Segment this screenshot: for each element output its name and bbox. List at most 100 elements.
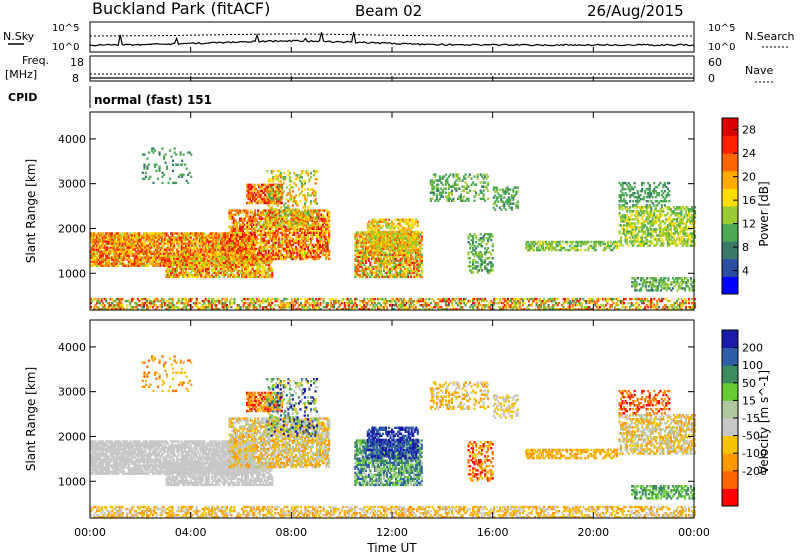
power-cell <box>213 269 216 273</box>
power-cell <box>294 200 297 203</box>
power-cell <box>167 255 170 258</box>
power-cell <box>177 271 180 275</box>
power-cell <box>102 258 105 261</box>
power-cell <box>138 260 141 263</box>
power-cell <box>167 259 170 262</box>
power-cell <box>300 190 303 193</box>
station-title: Buckland Park (fitACF) <box>92 0 270 18</box>
power-cell <box>142 246 145 249</box>
power-cell <box>168 255 171 258</box>
power-cell <box>242 253 245 256</box>
power-cell <box>215 273 218 277</box>
power-cell <box>180 271 183 275</box>
power-cell <box>381 224 384 228</box>
power-cell <box>213 265 216 269</box>
power-cell <box>124 250 127 253</box>
power-cell <box>97 242 100 245</box>
power-cell <box>114 242 117 245</box>
power-cell <box>186 232 189 235</box>
power-cell <box>183 257 186 260</box>
power-cell <box>210 240 213 243</box>
power-cell <box>174 257 177 260</box>
power-cell <box>197 250 200 253</box>
power-cell <box>164 256 167 259</box>
power-cell <box>174 255 177 258</box>
power-cell <box>203 258 206 261</box>
power-cell <box>106 258 109 261</box>
power-cell <box>225 242 228 245</box>
power-cell <box>109 256 112 259</box>
power-cell <box>162 252 165 255</box>
power-cell <box>115 234 118 237</box>
power-cell <box>135 240 138 243</box>
power-cell <box>218 242 221 245</box>
power-cell <box>231 259 234 262</box>
power-cell <box>133 242 136 245</box>
power-cell <box>150 262 153 265</box>
power-cell <box>302 170 305 173</box>
power-cell <box>228 265 231 269</box>
power-cell <box>207 271 210 275</box>
power-cell <box>138 252 141 255</box>
power-cell <box>183 253 186 256</box>
power-cell <box>180 258 183 261</box>
power-cell <box>256 267 259 271</box>
power-cell <box>97 232 100 235</box>
power-cell <box>130 248 133 251</box>
power-cell <box>275 224 278 227</box>
power-cell <box>136 264 139 267</box>
power-cell <box>241 267 244 271</box>
power-cell <box>195 271 198 275</box>
power-cell <box>147 244 150 247</box>
power-cell <box>224 252 227 255</box>
power-cell <box>118 232 121 235</box>
power-cell <box>218 275 221 279</box>
power-cell <box>126 244 129 247</box>
power-cell <box>159 262 162 265</box>
power-cell <box>182 253 185 256</box>
power-cell <box>257 209 260 212</box>
power-cell <box>266 216 269 219</box>
power-cell <box>224 273 227 277</box>
power-cell <box>222 261 225 264</box>
power-cell <box>241 269 244 273</box>
power-cell <box>225 240 228 243</box>
power-cell <box>209 234 212 237</box>
freq-label-2: [MHz] <box>5 68 37 81</box>
power-cell <box>167 271 170 275</box>
power-cell <box>242 259 245 262</box>
power-cell <box>170 253 173 256</box>
power-cell <box>126 236 129 239</box>
power-cell <box>108 238 111 241</box>
power-cell <box>222 253 225 256</box>
power-cell <box>154 254 157 257</box>
power-cell <box>201 265 204 269</box>
power-cell <box>200 269 203 273</box>
power-cell <box>291 190 294 193</box>
power-cell <box>323 215 326 218</box>
power-cell <box>174 273 177 277</box>
power-cell <box>206 246 209 249</box>
power-cell <box>159 248 162 251</box>
power-cell <box>109 250 112 253</box>
power-cell <box>123 236 126 239</box>
power-cell <box>194 242 197 245</box>
power-cell <box>147 264 150 267</box>
power-cell <box>207 248 210 251</box>
power-cell <box>186 255 189 258</box>
power-cell <box>257 265 260 269</box>
power-cell <box>114 256 117 259</box>
power-cell <box>201 244 204 247</box>
power-cell <box>124 244 127 247</box>
power-cell <box>115 254 118 257</box>
power-cell <box>173 253 176 256</box>
power-cell <box>244 263 247 266</box>
power-cell <box>111 246 114 249</box>
power-cell <box>179 236 182 239</box>
power-cell <box>413 236 416 240</box>
power-cell <box>254 273 257 277</box>
power-cell <box>224 265 227 269</box>
power-cell <box>200 273 203 277</box>
power-cell <box>306 172 309 175</box>
power-cell <box>297 212 300 215</box>
